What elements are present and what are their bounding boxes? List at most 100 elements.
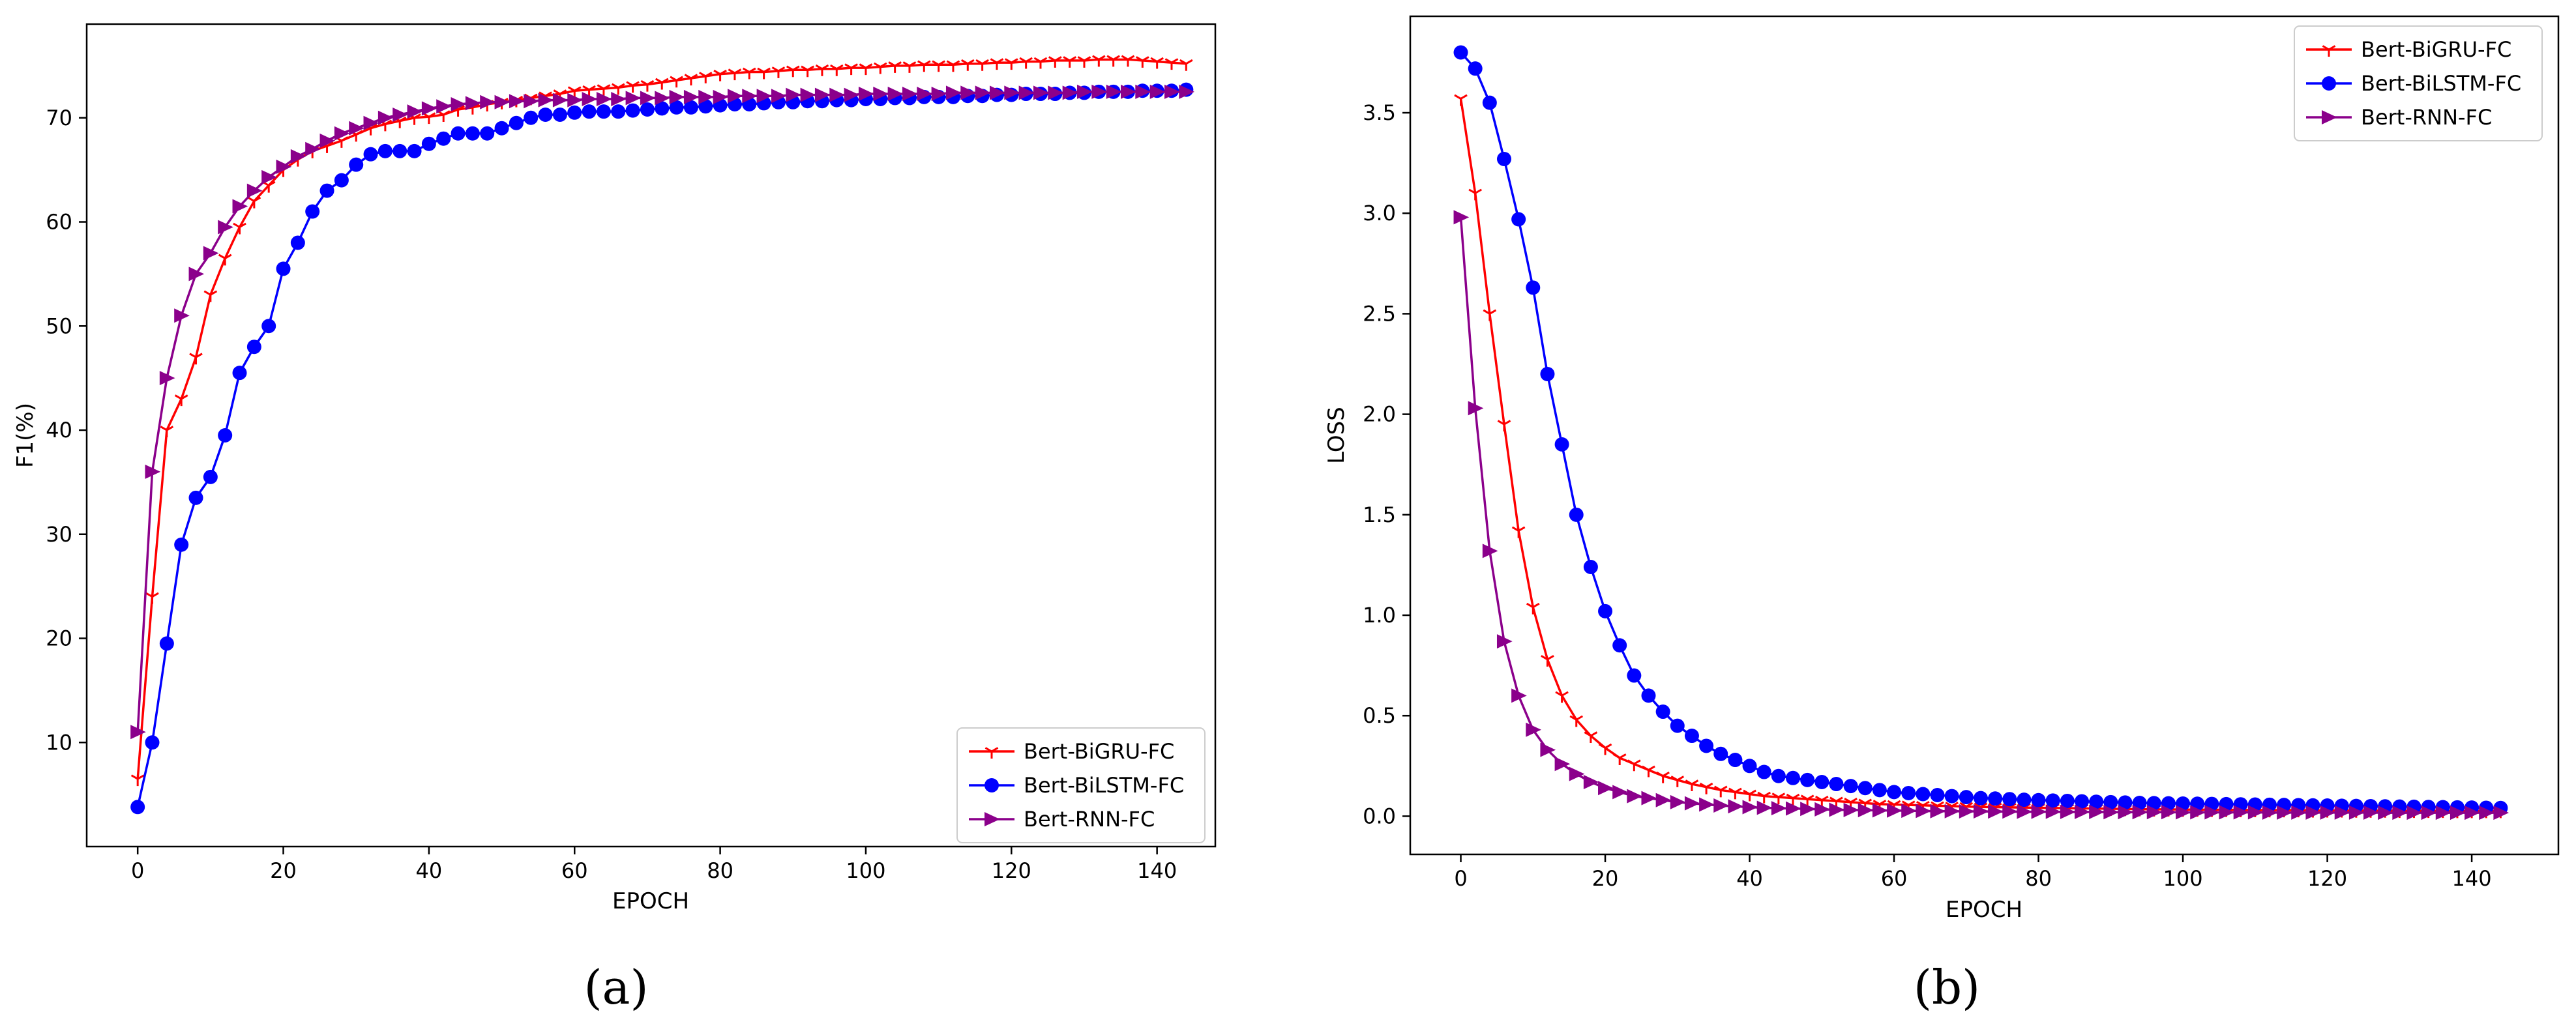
data-point — [1106, 55, 1120, 67]
data-point — [786, 87, 801, 102]
data-point — [1800, 794, 1814, 807]
data-point — [1091, 84, 1107, 99]
data-point — [421, 136, 436, 151]
data-point — [1858, 781, 1873, 796]
data-point — [261, 169, 277, 184]
chart-panel-a: 0 20 40 60 80 100 120 140 10 20 30 40 50 60 70 EPOCH F… — [12, 23, 1217, 1015]
data-point — [1453, 45, 1468, 60]
data-point — [1655, 704, 1670, 719]
data-point — [801, 65, 814, 78]
data-point — [2247, 805, 2264, 820]
data-point — [524, 110, 539, 125]
data-point — [1757, 791, 1771, 804]
data-point — [378, 110, 394, 125]
data-point — [1656, 771, 1670, 783]
chart-panel-b: 0 20 40 60 80 100 120 140 0.0 0.5 1.0 1.5 2.0 2.5 3.0 3… — [1324, 15, 2560, 1015]
legend-label: Bert-RNN-FC — [2361, 105, 2492, 130]
panel-label-b: (b) — [1914, 960, 1980, 1015]
data-point — [1482, 95, 1497, 110]
data-point — [1149, 84, 1166, 99]
data-point — [669, 100, 684, 115]
data-point — [742, 67, 756, 80]
data-point — [1063, 56, 1076, 68]
data-point — [1496, 634, 1513, 649]
data-point — [1843, 802, 1859, 817]
data-point — [611, 104, 626, 119]
y-tick-label: 2.0 — [1363, 402, 1396, 427]
data-point — [945, 85, 962, 100]
data-point — [130, 725, 146, 740]
data-point — [480, 94, 496, 109]
data-point — [2406, 806, 2423, 820]
data-point — [276, 159, 292, 174]
legend-box — [956, 727, 1206, 843]
data-point — [2262, 805, 2278, 820]
data-point — [960, 85, 976, 100]
data-point — [1872, 783, 1887, 798]
data-point — [597, 84, 611, 96]
data-point — [655, 91, 670, 106]
data-point — [655, 78, 669, 90]
x-tick-label: 40 — [1736, 866, 1763, 891]
data-point — [989, 85, 1005, 100]
legend-marker — [2322, 45, 2336, 57]
y-tick-label: 1.0 — [1363, 603, 1396, 628]
data-point — [1179, 59, 1193, 71]
data-point — [1598, 743, 1612, 755]
data-point — [407, 104, 423, 119]
y-tick-label: 20 — [46, 626, 72, 651]
data-point — [2031, 804, 2047, 819]
y-tick-label: 60 — [46, 210, 72, 235]
x-tick-label: 80 — [2025, 866, 2052, 891]
y-tick-label: 40 — [46, 418, 72, 443]
data-point — [421, 101, 437, 116]
data-point — [960, 59, 975, 71]
data-point — [1786, 801, 1801, 816]
data-point — [1670, 794, 1686, 809]
y-tick-label: 2.5 — [1363, 301, 1396, 326]
data-point — [2089, 804, 2105, 819]
data-point — [378, 143, 392, 158]
data-point — [2060, 804, 2076, 819]
data-point — [1018, 85, 1035, 100]
x-axis-label-b: EPOCH — [1946, 897, 2022, 923]
data-point — [524, 94, 539, 109]
data-point — [625, 91, 642, 106]
data-point — [1944, 804, 1961, 819]
data-point — [771, 66, 786, 78]
data-point — [1483, 309, 1497, 321]
data-point — [917, 87, 932, 102]
data-point — [363, 115, 379, 130]
data-point — [247, 196, 261, 209]
data-point — [1685, 779, 1699, 792]
data-point — [465, 96, 481, 111]
legend-marker — [985, 747, 999, 759]
data-point — [436, 131, 451, 146]
legend-a: Bert-BiGRU-FC Bert-BiLSTM-FC Bert-RNN-FC — [956, 727, 1206, 843]
data-point — [1829, 777, 1844, 792]
data-point — [1468, 188, 1482, 201]
data-point — [1583, 559, 1598, 574]
data-point — [1627, 668, 1642, 683]
data-point — [2421, 806, 2437, 820]
data-point — [2435, 806, 2451, 820]
y-axis-label-b: LOSS — [1324, 407, 1350, 464]
data-point — [2017, 792, 2032, 807]
data-point — [290, 235, 305, 250]
data-point — [2176, 805, 2191, 820]
data-point — [1526, 280, 1541, 295]
data-point — [626, 81, 640, 93]
data-point — [2002, 792, 2017, 807]
data-point — [436, 99, 452, 114]
data-point — [625, 103, 640, 118]
data-point — [698, 99, 713, 114]
data-point — [596, 92, 612, 107]
data-point — [683, 89, 700, 104]
data-point — [1786, 793, 1800, 806]
data-point — [174, 394, 188, 407]
data-point — [2291, 805, 2307, 820]
data-point — [261, 319, 276, 334]
data-point — [742, 89, 758, 104]
x-tick-label: 40 — [416, 858, 443, 883]
